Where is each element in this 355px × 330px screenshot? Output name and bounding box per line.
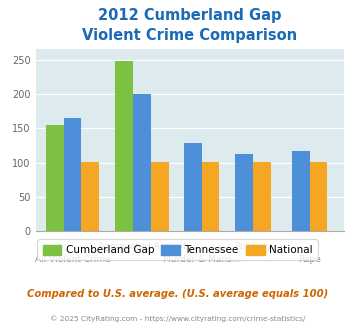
Text: 2012 Cumberland Gap: 2012 Cumberland Gap	[98, 8, 282, 23]
Bar	[235, 154, 253, 231]
Text: Violent Crime Comparison: Violent Crime Comparison	[82, 28, 297, 43]
Text: © 2025 CityRating.com - https://www.cityrating.com/crime-statistics/: © 2025 CityRating.com - https://www.city…	[50, 315, 305, 322]
Bar	[292, 151, 310, 231]
Bar	[310, 162, 327, 231]
Bar	[46, 125, 64, 231]
Bar	[115, 61, 133, 231]
Text: Murder & Mans...: Murder & Mans...	[163, 255, 240, 264]
Bar	[253, 162, 271, 231]
Bar	[184, 143, 202, 231]
Text: Aggravated Assault: Aggravated Assault	[98, 242, 186, 251]
Legend: Cumberland Gap, Tennessee, National: Cumberland Gap, Tennessee, National	[37, 240, 318, 260]
Bar	[151, 162, 169, 231]
Bar	[64, 118, 81, 231]
Bar	[81, 162, 99, 231]
Text: Robbery: Robbery	[234, 242, 272, 251]
Bar	[202, 162, 219, 231]
Text: Compared to U.S. average. (U.S. average equals 100): Compared to U.S. average. (U.S. average …	[27, 289, 328, 299]
Text: All Violent Crime: All Violent Crime	[35, 255, 110, 264]
Text: Rape: Rape	[298, 255, 321, 264]
Bar	[133, 94, 151, 231]
